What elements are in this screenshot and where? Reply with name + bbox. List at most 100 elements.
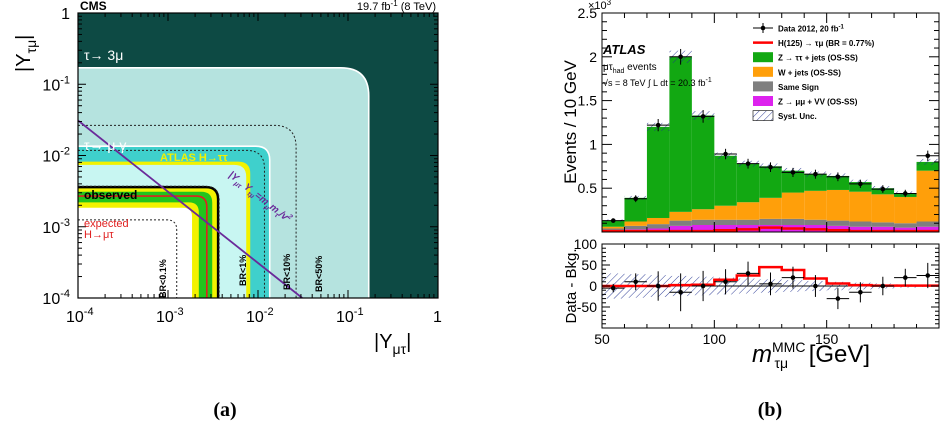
legend-box-5 [753,96,773,106]
ratio-point-13 [903,275,908,280]
y-tick-label-r: 50 [581,257,597,273]
annot-br-2: BR<10% [282,254,292,290]
bar-7f7f7f-14 [916,221,939,227]
bar-ff9f0a-2 [646,217,670,225]
y-tick-label-a: 1 [61,6,70,23]
y-scale-factor: ×103 [588,0,612,12]
panel-label-a: (a) [213,399,236,421]
legend-box-2 [753,52,773,63]
ratio-point-12 [880,283,886,289]
annot-naturalness: |Yμτ Yτμ=mμmτ/v2 [225,169,294,227]
bar-7f7f7f-2 [646,224,670,229]
annot-atlas-htautau: ATLAS H→ττ [160,152,228,164]
br-contour-2 [78,149,265,298]
y-tick-label-a: 10-3 [42,217,70,237]
ratio-point-5 [723,279,728,285]
annotations-a: τ→ 3μ τ→ μ γ ATLAS H→ττ observed expectedH→μ… [84,47,324,298]
data-point-6 [745,161,751,166]
data-point-9 [813,171,818,177]
legend-box-3 [753,66,773,77]
bar-ff9f0a-14 [916,170,939,222]
ratio-point-1 [633,279,638,285]
x-tick-label-a: 10-1 [336,306,364,326]
data-point-2 [655,122,661,128]
x-tick-label-b: 50 [594,331,610,347]
ratio-point-6 [745,271,751,276]
ratio-point-10 [835,296,841,301]
bar-7f7f7f-3 [669,220,692,226]
annot-expected: expected [84,218,129,230]
data-points [602,48,939,223]
bar-dd22ee-14 [916,226,939,232]
naturalness-line [78,119,303,298]
expected-contour [78,195,208,298]
bar-7f7f7f-7 [759,218,782,225]
bar-ff9f0a-7 [759,197,782,219]
allowed-region [78,207,193,298]
legend-hatch [752,110,774,121]
legend-label-4: Same Sign [778,83,819,92]
bar-12a812-7 [759,166,782,198]
bar-dd22ee-10 [826,225,850,232]
panel-a-limit-plot: 10-4 10-3 10-2 10-1 1 10-4 10-3 10-2 10-1 1 τ→ 3μ… [13,0,442,421]
limit-contours [78,67,370,298]
legend-label-6: Syst. Unc. [778,112,817,121]
bar-12a812-9 [804,174,827,191]
y-tick-label-b: 2 [589,49,597,65]
ratio-point-7 [768,281,773,287]
bar-ff9f0a-8 [781,192,805,219]
annot-br-1: BR<1% [238,255,248,286]
tau-mugamma-contour [78,145,271,298]
bar-7f7f7f-5 [714,219,737,225]
bar-12a812-10 [826,175,850,190]
ratio-point-14 [925,273,931,278]
legend-b: Data 2012, 20 fb-1 H(125) → τμ (BR = 0.77… [752,23,875,121]
ratio-point-11 [858,290,863,295]
annot-tau-mugamma: τ→ μ γ [84,137,126,153]
data-point-10 [835,174,841,180]
annot-br-3: BR<50% [314,256,324,292]
y-tick-label-r: 100 [574,236,598,252]
bar-7f7f7f-6 [736,219,760,225]
channel-label: μτhad events [603,62,657,75]
experiment-label-atlas: ATLAS [602,42,646,57]
bar-7f7f7f-1 [624,225,647,230]
bar-12a812-0 [602,220,625,227]
ratio-panel-content [602,261,939,312]
bar-ff9f0a-0 [602,226,625,229]
data-point-4 [700,114,706,119]
bar-ff9f0a-11 [849,191,872,222]
bar-ff9f0a-12 [871,194,895,223]
y-axis-label-a: |Yτμ| [13,35,39,72]
experiment-label-cms: CMS [80,0,107,13]
annot-br-0: BR<0.1% [158,259,168,298]
x-tick-label-b: 150 [815,331,839,347]
data-point-7 [768,164,773,170]
ratio-point-9 [813,283,818,289]
bar-12a812-3 [669,56,692,212]
bar-7f7f7f-10 [826,220,850,226]
annot-tau-3mu: τ→ 3μ [84,47,123,63]
panel-b-mass-plot: 0.5 1 1.5 2 2.5 -50 0 50 100 50 100 150 Data 2012,… [561,0,940,421]
bar-dd22ee-13 [894,227,917,232]
bar-ff9f0a-4 [691,209,715,220]
data-point-8 [790,170,796,175]
bar-ff9f0a-1 [624,221,647,226]
legend-label-3: W + jets (OS-SS) [778,68,841,77]
x-tick-label-a: 10-2 [246,306,274,326]
data-point-13 [903,191,908,196]
ratio-signal [602,265,939,288]
legend-data-marker [760,25,766,31]
y-tick-label-b: 1 [589,136,597,152]
ratio-point-4 [700,283,706,289]
y-tick-label-b: 1.5 [578,93,598,109]
bar-ff9f0a-6 [736,202,760,220]
y-tick-label-b: 0.5 [578,180,598,196]
y-tick-label-r: -50 [577,299,597,315]
data-point-12 [880,186,886,192]
bar-ff9f0a-13 [894,196,917,224]
energy-lumi-label: √s = 8 TeV ∫ L dt = 20.3 fb-1 [603,77,712,88]
data-point-14 [925,153,931,159]
ratio-point-2 [655,283,661,289]
